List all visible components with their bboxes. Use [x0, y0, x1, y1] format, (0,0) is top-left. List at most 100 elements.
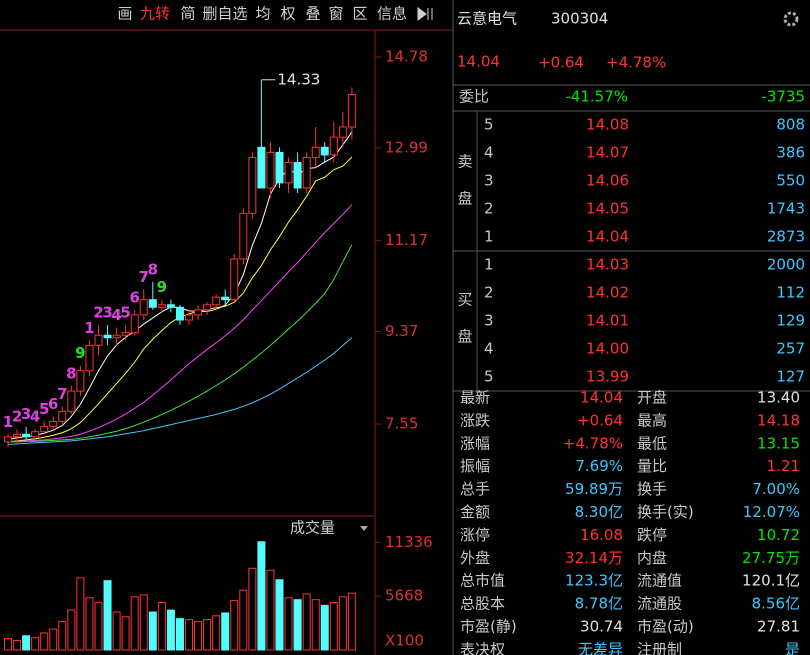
stat-value: 16.08 [580, 526, 623, 544]
book-level: 1 [484, 228, 494, 246]
volume-bar [175, 618, 184, 651]
volume-bar [302, 593, 311, 651]
candle-body [230, 258, 239, 301]
stat-label: 内盘 [637, 549, 667, 567]
volume-bar [85, 597, 94, 651]
volume-title: 成交量 [290, 519, 335, 537]
toolbar-button[interactable]: 叠 [305, 5, 320, 23]
stat-value: 13.15 [757, 434, 800, 452]
stat-value: 是 [785, 640, 800, 655]
volume-bar [239, 589, 248, 651]
stat-label: 流通值 [637, 572, 682, 590]
book-volume: 127 [776, 368, 805, 386]
book-price: 14.08 [586, 116, 629, 134]
book-volume: 257 [776, 340, 805, 358]
candle-body [76, 370, 85, 392]
book-level: 5 [484, 368, 494, 386]
book-volume: 808 [776, 116, 805, 134]
book-price: 14.02 [586, 284, 629, 302]
stat-label: 最高 [637, 411, 667, 429]
toolbar-button[interactable]: 九转 [140, 5, 170, 23]
stat-value: 1.21 [767, 457, 800, 475]
volume-bar [338, 596, 347, 651]
td-label: 3 [21, 405, 31, 423]
book-volume: 2000 [767, 256, 805, 274]
book-price: 14.04 [586, 228, 629, 246]
td-label: 4 [111, 306, 121, 324]
candle-body [338, 126, 347, 138]
td-label: 8 [148, 260, 158, 278]
stat-value: 13.40 [757, 389, 800, 407]
toolbar-button[interactable]: 窗 [328, 5, 343, 23]
stat-value: 7.69% [575, 457, 623, 475]
volume-bar [130, 596, 139, 651]
stat-value: 30.74 [580, 618, 623, 636]
book-level: 2 [484, 200, 494, 218]
volume-bar [221, 612, 230, 651]
stat-label: 流通股 [637, 595, 682, 613]
stat-value: +0.64 [577, 411, 623, 429]
candle-body [139, 299, 148, 316]
expand-icon[interactable] [417, 7, 433, 21]
settings-icon[interactable] [783, 11, 799, 27]
stat-value: +4.78% [563, 434, 623, 452]
toolbar-button[interactable]: 权 [280, 5, 295, 23]
book-level: 3 [484, 172, 494, 190]
stat-label: 振幅 [460, 457, 490, 475]
candle-body [284, 162, 293, 184]
volume-bar [166, 609, 175, 651]
volume-bar [257, 541, 266, 651]
toolbar-button[interactable]: 信息 [377, 5, 407, 23]
weibi-diff: -3735 [761, 88, 805, 106]
td-label: 1 [3, 413, 13, 431]
unit-label: X100 [385, 632, 424, 650]
candle-body [4, 436, 12, 443]
candle-body [203, 304, 212, 311]
toolbar-button[interactable]: 区 [352, 5, 367, 23]
volume-bar [112, 611, 121, 651]
toolbar-button[interactable]: 删自选 [202, 5, 247, 23]
dropdown-icon[interactable] [360, 526, 368, 531]
td-label: 9 [75, 344, 85, 362]
book-volume: 129 [776, 312, 805, 330]
volume-bar [230, 600, 239, 651]
weibi-label: 委比 [459, 88, 489, 106]
volume-bar [94, 602, 103, 651]
volume-bar [320, 604, 329, 651]
toolbar-button[interactable]: 均 [255, 5, 270, 23]
moving-average [7, 337, 353, 445]
stat-value: 59.89万 [565, 480, 623, 498]
last-price: 14.04 [457, 53, 500, 71]
side-label: 买 [457, 291, 472, 309]
volume-bar [49, 628, 58, 651]
candle-body [248, 156, 257, 214]
moving-average [7, 204, 353, 443]
stat-label: 总股本 [460, 595, 505, 613]
volume-bar [13, 640, 22, 651]
td-label: 4 [30, 408, 40, 426]
volume-bar [275, 579, 284, 651]
stat-label: 跌停 [637, 526, 667, 544]
volume-bar [212, 615, 221, 651]
y-tick-label: 14.78 [385, 47, 428, 65]
volume-bar [67, 609, 76, 651]
toolbar-button[interactable]: 简 [180, 5, 195, 23]
book-volume: 2873 [767, 228, 805, 246]
side-label: 盘 [457, 328, 472, 346]
td-label: 8 [66, 365, 76, 383]
y-tick-label: 5668 [385, 587, 423, 605]
volume-bar [139, 594, 148, 651]
book-volume: 386 [776, 144, 805, 162]
candle-body [320, 146, 329, 156]
stock-name: 云意电气 [457, 10, 517, 28]
stat-label: 金额 [460, 503, 490, 521]
stat-label: 市盈(动) [637, 618, 694, 636]
candle-body [257, 146, 266, 189]
toolbar-button[interactable]: 画 [117, 5, 132, 23]
candle-body [239, 212, 248, 260]
stat-value: 123.3亿 [565, 572, 623, 590]
stat-value: 120.1亿 [742, 572, 800, 590]
candle-body [194, 309, 203, 316]
